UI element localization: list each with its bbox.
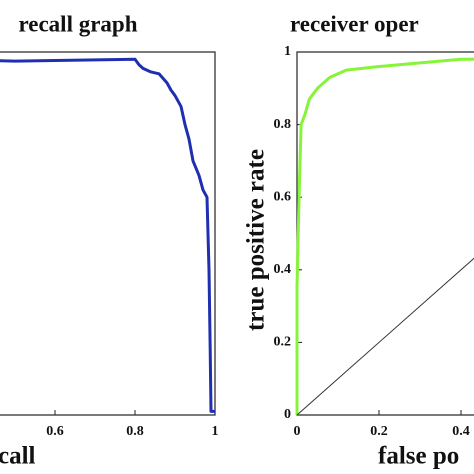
line-series	[296, 257, 474, 416]
y-tick-label: 0	[284, 407, 291, 422]
y-tick-label: 0.6	[274, 189, 292, 204]
axes-frame	[296, 51, 474, 416]
x-axis-label: false po	[378, 443, 459, 470]
x-tick-label: 0.4	[452, 424, 470, 439]
y-tick-label: 0.4	[274, 262, 292, 277]
chart-title: receiver oper	[290, 11, 419, 36]
y-tick-label: 0.8	[274, 117, 292, 132]
y-axis-label: true positive rate	[243, 149, 270, 331]
y-tick-label: 0.2	[274, 335, 292, 350]
line-series	[295, 57, 474, 415]
x-axis-label: call	[0, 443, 36, 470]
x-tick-label: 0.6	[46, 424, 64, 439]
y-tick-label: 1	[284, 44, 291, 59]
x-tick-label: 0.2	[370, 424, 388, 439]
x-tick-label: 0	[294, 424, 301, 439]
chart-title: recall graph	[18, 11, 137, 36]
x-tick-label: 1	[212, 424, 219, 439]
axes-frame	[0, 51, 216, 416]
x-tick-label: 0.8	[126, 424, 144, 439]
line-series	[0, 57, 215, 413]
